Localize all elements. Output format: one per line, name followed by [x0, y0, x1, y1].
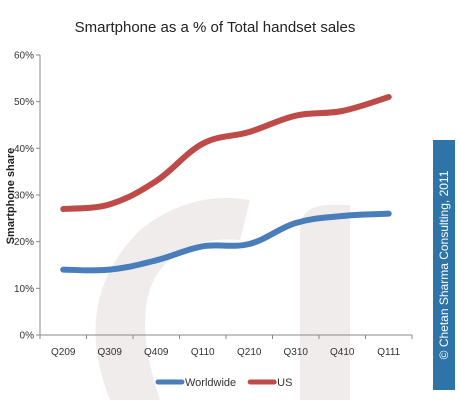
x-tick-label: Q111 — [377, 347, 400, 358]
legend-label-worldwide: Worldwide — [185, 377, 236, 389]
copyright-bar-bg — [433, 140, 455, 390]
plot-area — [39, 55, 412, 336]
x-tick-label: Q410 — [330, 347, 355, 358]
y-axis-title: Smartphone share — [5, 148, 17, 245]
y-tick-label: 60% — [14, 51, 34, 62]
y-tick-label: 40% — [14, 144, 34, 155]
copyright-watermark: © Chetan Sharma Consulting, 2011 — [433, 140, 455, 390]
y-tick-label: 10% — [14, 284, 34, 295]
chart-title: Smartphone as a % of Total handset sales — [75, 19, 356, 36]
x-tick-label: Q310 — [284, 347, 309, 358]
x-tick-label: Q209 — [51, 347, 76, 358]
x-axis: Q209 Q309 Q409 Q110 Q210 Q310 Q410 Q111 — [39, 335, 413, 358]
series-lines — [60, 94, 392, 274]
y-tick-label: 50% — [14, 97, 34, 108]
copyright-text: © Chetan Sharma Consulting, 2011 — [437, 170, 451, 359]
x-tick-label: Q309 — [98, 347, 123, 358]
series-line-us — [60, 94, 392, 212]
legend-label-us: US — [277, 377, 292, 389]
watermark-logo — [95, 198, 350, 400]
x-tick-label: Q110 — [191, 347, 215, 358]
series-line-worldwide — [60, 210, 392, 274]
y-axis: 0% 10% 20% 30% 40% 50% 60% — [14, 51, 40, 342]
legend: Worldwide US — [155, 377, 292, 389]
y-tick-label: 0% — [20, 331, 35, 342]
x-tick-label: Q210 — [237, 347, 262, 358]
y-tick-label: 20% — [14, 237, 34, 248]
x-tick-label: Q409 — [144, 347, 169, 358]
y-tick-label: 30% — [14, 191, 34, 202]
